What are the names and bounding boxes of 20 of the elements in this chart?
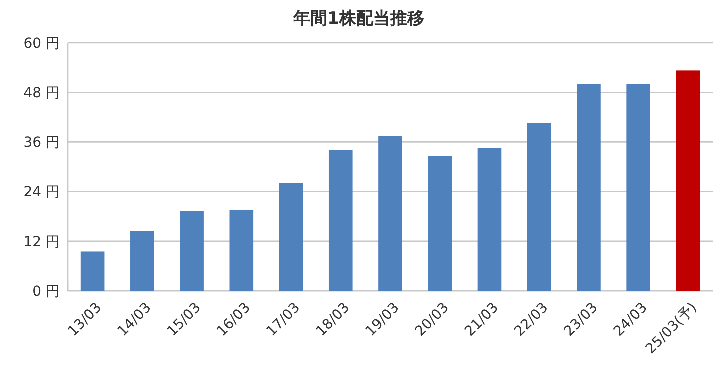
bar [428,156,452,291]
y-tick-label: 60 円 [24,36,60,52]
bar [279,183,304,291]
y-tick-label: 24 円 [24,184,60,201]
bar [80,252,105,291]
bar [676,70,700,291]
bar [478,148,502,291]
bar [230,210,254,291]
bar [577,84,601,291]
bar [180,211,204,291]
y-tick-label: 36 円 [24,135,60,152]
bar [130,231,154,291]
bar [378,136,402,291]
bar [626,84,650,291]
bar [527,123,552,291]
chart-title: 年間1株配当推移 [292,9,424,29]
y-tick-label: 0 円 [32,284,60,300]
y-tick-label: 48 円 [24,86,60,102]
y-tick-label: 12 円 [24,234,60,250]
bar [328,150,353,291]
